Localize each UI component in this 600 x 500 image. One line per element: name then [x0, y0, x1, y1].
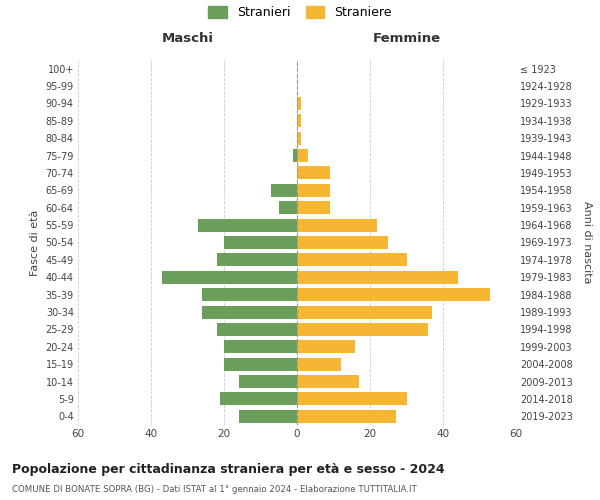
Bar	[297, 166, 330, 179]
Bar	[297, 270, 458, 284]
Text: Popolazione per cittadinanza straniera per età e sesso - 2024: Popolazione per cittadinanza straniera p…	[12, 462, 445, 475]
Bar	[297, 340, 355, 353]
Bar	[297, 375, 359, 388]
Y-axis label: Fasce di età: Fasce di età	[30, 210, 40, 276]
Text: COMUNE DI BONATE SOPRA (BG) - Dati ISTAT al 1° gennaio 2024 - Elaborazione TUTTI: COMUNE DI BONATE SOPRA (BG) - Dati ISTAT…	[12, 485, 417, 494]
Bar	[224, 236, 297, 249]
Bar	[297, 358, 341, 370]
Bar	[279, 201, 297, 214]
Bar	[297, 132, 301, 144]
Bar	[297, 97, 301, 110]
Bar	[224, 340, 297, 353]
Bar	[220, 392, 297, 406]
Text: Maschi: Maschi	[161, 32, 214, 46]
Legend: Stranieri, Straniere: Stranieri, Straniere	[203, 1, 397, 24]
Bar	[202, 306, 297, 318]
Bar	[297, 392, 407, 406]
Bar	[297, 323, 428, 336]
Bar	[297, 306, 432, 318]
Bar	[162, 270, 297, 284]
Bar	[297, 149, 308, 162]
Bar	[297, 410, 395, 423]
Bar	[199, 218, 297, 232]
Bar	[297, 288, 490, 301]
Bar	[297, 218, 377, 232]
Bar	[239, 375, 297, 388]
Bar	[224, 358, 297, 370]
Bar	[202, 288, 297, 301]
Bar	[293, 149, 297, 162]
Bar	[297, 236, 388, 249]
Bar	[297, 201, 330, 214]
Bar	[297, 114, 301, 128]
Bar	[217, 254, 297, 266]
Text: Femmine: Femmine	[373, 32, 440, 46]
Bar	[297, 254, 407, 266]
Bar	[239, 410, 297, 423]
Bar	[271, 184, 297, 197]
Bar	[217, 323, 297, 336]
Bar	[297, 184, 330, 197]
Y-axis label: Anni di nascita: Anni di nascita	[583, 201, 592, 284]
